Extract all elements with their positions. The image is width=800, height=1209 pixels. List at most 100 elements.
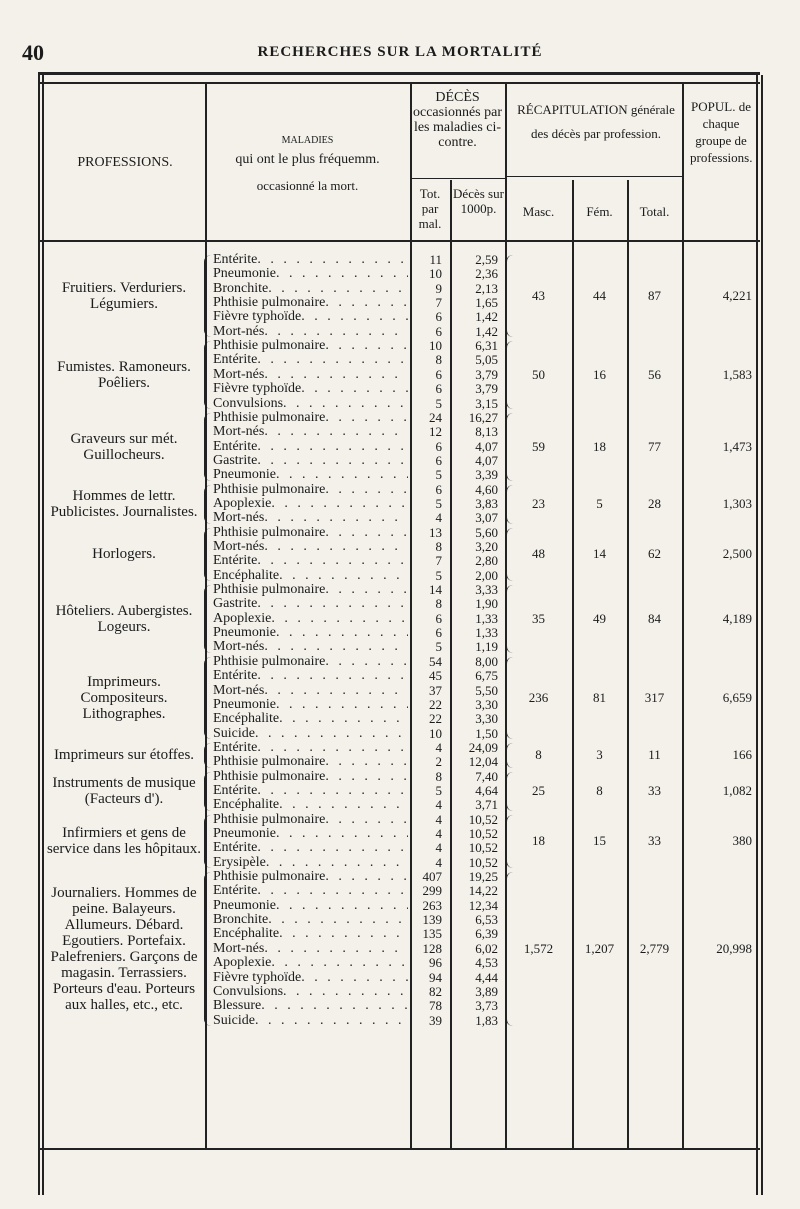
leader-dots (264, 511, 408, 525)
leader-dots (257, 253, 408, 267)
disease-name: Phthisie pulmonaire (213, 769, 326, 784)
total: 56 (648, 366, 661, 382)
total: 317 (644, 689, 665, 705)
death-rate: 1,50 (475, 725, 498, 741)
disease-name: Convulsions (213, 396, 284, 411)
death-total: 139 (422, 912, 443, 928)
disease-name: Apoplexie (213, 956, 272, 971)
death-rate: 14,22 (468, 883, 498, 899)
disease-name: Suicide (213, 726, 255, 741)
brace (506, 585, 513, 653)
disease-name: Mort-nés (213, 683, 265, 698)
fem: 15 (593, 833, 606, 849)
death-rate: 3,73 (475, 998, 498, 1014)
leader-dots (264, 540, 408, 554)
death-total: 299 (422, 883, 443, 899)
death-rate: 8,13 (475, 424, 498, 440)
total: 28 (648, 496, 661, 512)
disease: Mort-nés (213, 640, 408, 654)
leader-dots (283, 985, 408, 999)
disease-name: Phthisie pulmonaire (213, 870, 326, 885)
disease: Pneumonie (213, 267, 408, 281)
disease-name: Phthisie pulmonaire (213, 410, 326, 425)
masc: 1,572 (523, 940, 554, 956)
disease-name: Entérite (213, 740, 258, 755)
profession: Horlogers. (92, 546, 156, 563)
disease: Entérite (213, 741, 408, 755)
disease: Erysipèle (213, 856, 408, 870)
leader-dots (279, 927, 408, 941)
death-total: 94 (429, 969, 442, 985)
brace (204, 412, 211, 481)
death-total: 6 (435, 481, 443, 497)
death-total: 5 (435, 639, 443, 655)
death-rate: 1,42 (475, 309, 498, 325)
disease: Mort-nés (213, 942, 408, 956)
col-header: RÉCAPITULATION générale des décès par pr… (517, 102, 675, 141)
death-rate: 1,19 (475, 639, 498, 655)
leader-dots (325, 526, 408, 540)
disease-name: Entérite (213, 669, 258, 684)
disease-name: Entérite (213, 253, 258, 267)
disease: Fièvre typhoïde (213, 382, 408, 396)
page-number: 40 (22, 40, 44, 65)
disease: Encéphalite (213, 798, 408, 812)
death-total: 82 (429, 983, 442, 999)
column-rule (410, 82, 412, 1148)
disease: Encéphalite (213, 569, 408, 583)
disease-name: Entérite (213, 554, 258, 569)
total: 84 (648, 610, 661, 626)
death-total: 6 (435, 625, 443, 641)
column-rule (42, 75, 44, 1195)
disease-name: Pneumonie (213, 898, 276, 913)
disease-name: Mort-nés (213, 540, 265, 554)
leader-dots (257, 669, 408, 683)
total: 62 (648, 546, 661, 562)
death-total: 4 (435, 826, 443, 841)
disease-name: Encéphalite (213, 568, 280, 583)
column-rule (572, 180, 574, 1148)
leader-dots (264, 368, 408, 382)
leader-dots (276, 899, 408, 913)
disease: Apoplexie (213, 612, 408, 626)
death-rate: 12,34 (468, 897, 498, 913)
death-total: 24 (429, 409, 442, 425)
death-total: 4 (435, 510, 443, 526)
brace (204, 771, 211, 811)
leader-dots (255, 727, 408, 741)
disease-name: Encéphalite (213, 798, 280, 813)
disease: Phthisie pulmonaire (213, 870, 408, 884)
disease-name: Mort-nés (213, 640, 265, 655)
death-total: 4 (435, 811, 443, 827)
death-rate: 4,60 (475, 481, 498, 497)
death-total: 5 (435, 495, 443, 511)
disease: Entérite (213, 440, 408, 454)
disease-name: Fièvre typhoïde (213, 310, 302, 325)
disease: Phthisie pulmonaire (213, 755, 408, 769)
disease-name: Encéphalite (213, 712, 280, 727)
leader-dots (271, 612, 408, 626)
leader-dots (271, 497, 408, 511)
death-total: 6 (435, 381, 443, 397)
disease: Mort-nés (213, 368, 408, 382)
death-rate: 10,52 (468, 854, 498, 870)
death-total: 6 (435, 323, 443, 339)
disease-name: Gastrite (213, 597, 258, 612)
brace (204, 484, 211, 524)
population: 6,659 (722, 689, 752, 705)
disease-name: Suicide (213, 1013, 255, 1028)
disease-name: Entérite (213, 841, 258, 856)
death-rate: 4,07 (475, 452, 498, 468)
total: 87 (648, 288, 661, 304)
brace (204, 585, 211, 653)
leader-dots (257, 884, 408, 898)
leader-dots (325, 583, 408, 597)
death-rate: 2,59 (475, 252, 498, 267)
fem: 18 (593, 438, 606, 454)
column-rule (627, 180, 629, 1148)
death-rate: 1,33 (475, 610, 498, 626)
population: 4,221 (722, 288, 752, 304)
leader-dots (301, 382, 408, 396)
leader-dots (257, 554, 408, 568)
disease-name: Entérite (213, 884, 258, 899)
